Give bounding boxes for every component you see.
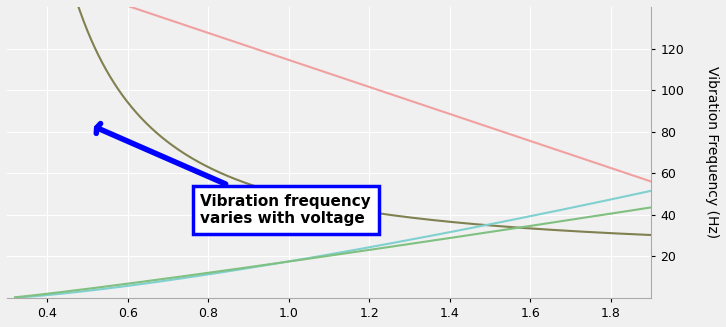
Text: Vibration frequency
varies with voltage: Vibration frequency varies with voltage [97,124,371,227]
Y-axis label: Vibration Frequency (Hz): Vibration Frequency (Hz) [705,66,719,239]
